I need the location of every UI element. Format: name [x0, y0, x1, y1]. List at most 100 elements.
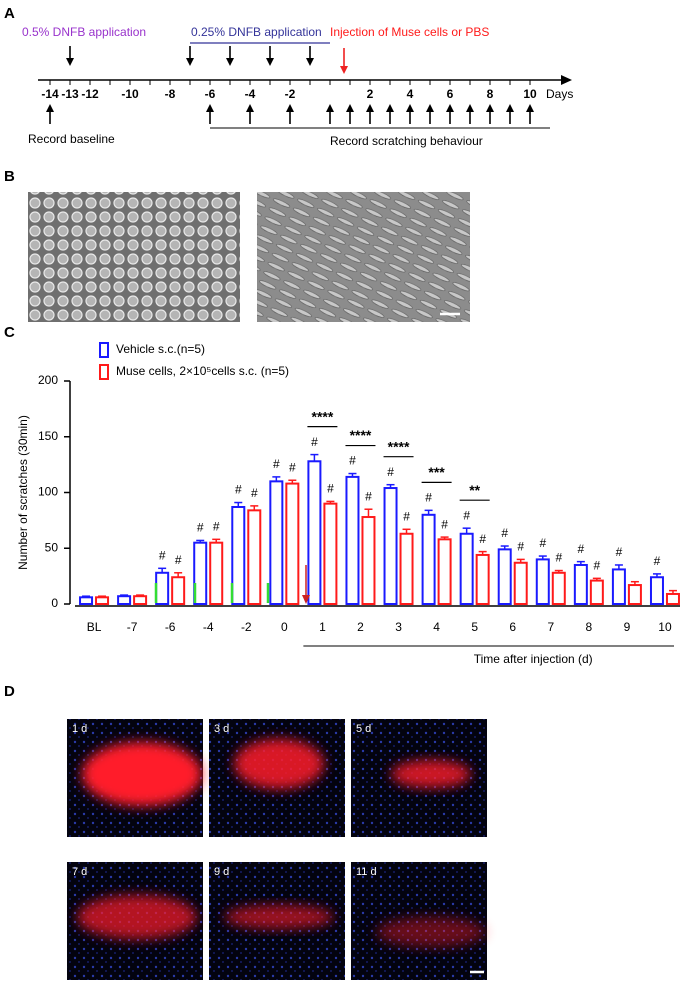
x-tick-label: 2	[357, 620, 364, 634]
bar	[611, 568, 626, 605]
x-tick-label: -7	[127, 620, 138, 634]
fluorescence	[82, 742, 202, 806]
panel-label: A	[4, 5, 15, 22]
significance-mark: #	[616, 545, 623, 559]
x-tick-label: 8	[586, 620, 593, 634]
histology-grid: 1 d 3 d 5 d 7 d 9 d 11 d	[67, 719, 487, 980]
application-arrows	[154, 565, 310, 604]
bar	[627, 584, 642, 605]
bar	[155, 571, 170, 606]
day-label: -14	[41, 87, 59, 101]
arrowhead	[66, 58, 74, 66]
arrowhead	[266, 58, 274, 66]
significance-label: ***	[428, 464, 445, 480]
x-tick-label: 7	[547, 620, 554, 634]
x-tick-label: 4	[433, 620, 440, 634]
fluorescence	[391, 760, 471, 788]
significance-mark: #	[555, 551, 562, 565]
arrowhead	[246, 104, 254, 112]
day-label: -12	[81, 87, 99, 101]
significance-label: **	[469, 482, 480, 498]
significance-mark: #	[501, 526, 508, 540]
bar	[573, 563, 588, 605]
bar	[95, 596, 110, 605]
x-tick-label: -2	[241, 620, 252, 634]
panel-label: D	[4, 683, 15, 700]
day-label: -4	[245, 87, 256, 101]
legend-label: Muse cells, 2×10⁵cells s.c. (n=5)	[116, 364, 289, 378]
bar	[285, 482, 300, 605]
significance-mark: #	[463, 508, 470, 522]
legend-swatch	[99, 342, 109, 358]
day-label: -6	[205, 87, 216, 101]
day-label: 8	[487, 87, 494, 101]
timeline-ticks: -14 -13 -12 -10 -8 -6 -4 -2 2 4 6 8 10	[41, 46, 537, 124]
day-label: 2	[367, 87, 374, 101]
micrograph	[28, 192, 240, 322]
significance-mark: #	[479, 532, 486, 546]
arrowhead	[46, 104, 54, 112]
timepoint-label: 9 d	[214, 866, 229, 878]
bar	[497, 548, 512, 605]
x-tick-label: 9	[624, 620, 631, 634]
second-application: 0.25% DNFB application	[191, 25, 322, 39]
x-tick-label: -4	[203, 620, 214, 634]
bar	[535, 558, 550, 606]
significance-mark: #	[387, 465, 394, 479]
x-tick-label: BL	[87, 620, 102, 634]
significance-mark: #	[273, 457, 280, 471]
y-tick-label: 0	[51, 596, 58, 610]
timepoint-label: 5 d	[356, 723, 371, 735]
bar	[345, 475, 360, 606]
panel-label: C	[4, 324, 15, 341]
bar	[117, 595, 132, 606]
timepoint-label: 11 d	[356, 866, 377, 878]
arrowhead	[386, 104, 394, 112]
significance-mark: #	[235, 483, 242, 497]
arrowhead	[506, 104, 514, 112]
arrowhead	[186, 58, 194, 66]
significance-mark: #	[175, 553, 182, 567]
x-tick-label: -6	[165, 620, 176, 634]
arrowhead	[226, 58, 234, 66]
significance-mark: #	[517, 540, 524, 554]
arrowhead	[446, 104, 454, 112]
bar	[361, 516, 376, 606]
bar	[589, 579, 604, 606]
x-tick-label: 5	[471, 620, 478, 634]
arrowhead	[486, 104, 494, 112]
legend-swatch	[99, 364, 109, 380]
bar	[513, 561, 528, 605]
y-tick-label: 200	[38, 373, 58, 387]
significance-mark: #	[311, 435, 318, 449]
significance-label: ****	[350, 427, 372, 443]
significance-mark: #	[327, 482, 334, 496]
arrowhead	[206, 104, 214, 112]
scratching-label: Record scratching behaviour	[330, 134, 483, 148]
bar	[437, 538, 452, 606]
bar	[323, 502, 338, 605]
bar	[209, 541, 224, 605]
bar	[665, 592, 680, 606]
day-label: 6	[447, 87, 454, 101]
significance-mark: #	[349, 454, 356, 468]
day-label: -10	[121, 87, 139, 101]
bar	[247, 509, 262, 605]
panel-label: B	[4, 168, 15, 185]
bar	[649, 576, 664, 605]
significance-mark: #	[365, 489, 372, 503]
arrowhead	[466, 104, 474, 112]
bar	[475, 553, 490, 606]
significance-mark: #	[654, 554, 661, 568]
first-application: 0.5% DNFB application	[22, 25, 146, 39]
day-label: 10	[523, 87, 537, 101]
significance-mark: #	[403, 509, 410, 523]
significance-mark: #	[578, 542, 585, 556]
timepoint-label: 1 d	[72, 723, 87, 735]
timeline-arrowhead	[561, 75, 572, 85]
fluorescence	[376, 917, 486, 947]
bar	[551, 571, 566, 606]
arrowhead	[306, 58, 314, 66]
